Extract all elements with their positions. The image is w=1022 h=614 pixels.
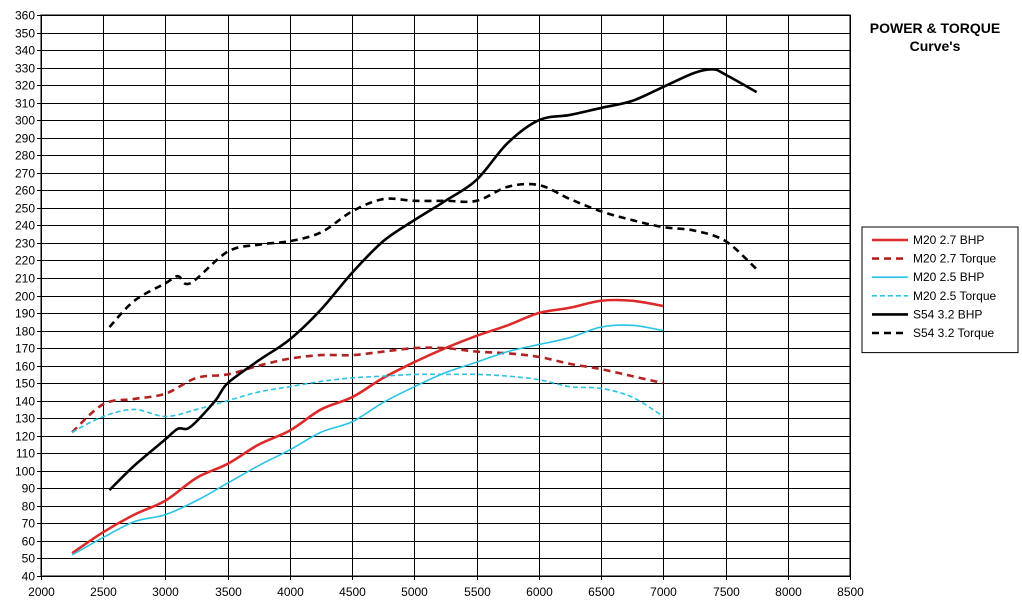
y-tick-label-290: 290 — [15, 132, 35, 146]
legend-label-m20-2-5-torque: M20 2.5 Torque — [913, 289, 996, 303]
y-tick-label-140: 140 — [15, 395, 35, 409]
plot-area-frame — [40, 14, 851, 577]
y-tick-label-220: 220 — [15, 254, 35, 268]
y-tick-label-340: 340 — [15, 44, 35, 58]
legend-label-s54-3-2-bhp: S54 3.2 BHP — [913, 307, 982, 321]
series-line-m20-2-5-bhp — [71, 324, 664, 556]
y-tick-label-160: 160 — [15, 360, 35, 374]
series-lines — [71, 67, 758, 556]
y-tick-label-70: 70 — [22, 517, 36, 531]
legend-label-s54-3-2-torque: S54 3.2 Torque — [913, 326, 995, 340]
x-tick-label-2000: 2000 — [28, 585, 55, 599]
y-tick-label-260: 260 — [15, 184, 35, 198]
x-tick-label-4500: 4500 — [339, 585, 366, 599]
x-tick-label-5500: 5500 — [464, 585, 491, 599]
x-tick-label-3500: 3500 — [215, 585, 242, 599]
chart-title: POWER & TORQUE — [870, 20, 1000, 36]
y-tick-label-130: 130 — [15, 412, 35, 426]
x-tick-label-7000: 7000 — [650, 585, 677, 599]
y-tick-label-190: 190 — [15, 307, 35, 321]
y-tick-label-270: 270 — [15, 167, 35, 181]
y-tick-label-230: 230 — [15, 237, 35, 251]
y-tick-label-310: 310 — [15, 97, 35, 111]
y-tick-label-280: 280 — [15, 149, 35, 163]
y-tick-label-120: 120 — [15, 430, 35, 444]
y-tick-label-180: 180 — [15, 325, 35, 339]
y-tick-label-110: 110 — [16, 447, 35, 461]
y-tick-label-300: 300 — [15, 114, 35, 128]
x-tick-label-2500: 2500 — [90, 585, 117, 599]
legend-label-m20-2-7-torque: M20 2.7 Torque — [913, 252, 996, 266]
x-tick-label-6000: 6000 — [526, 585, 553, 599]
y-tick-label-40: 40 — [22, 570, 36, 584]
legend: M20 2.7 BHP M20 2.7 Torque M20 2.5 BHP M20 … — [861, 226, 1019, 354]
grid — [41, 15, 851, 577]
series-line-s54-3-2-bhp — [108, 67, 758, 492]
y-tick-label-250: 250 — [15, 202, 35, 216]
x-tick-label-4000: 4000 — [277, 585, 304, 599]
x-tick-label-7500: 7500 — [713, 585, 740, 599]
x-tick-label-3000: 3000 — [152, 585, 179, 599]
y-tick-label-200: 200 — [15, 290, 35, 304]
x-tick-label-8500: 8500 — [837, 585, 864, 599]
y-tick-label-360: 360 — [15, 9, 35, 23]
y-tick-label-210: 210 — [15, 272, 35, 286]
y-tick-label-170: 170 — [15, 342, 35, 356]
legend-box — [861, 226, 1019, 354]
y-tick-label-150: 150 — [15, 377, 35, 391]
y-tick-label-90: 90 — [22, 482, 36, 496]
series-line-s54-3-2-torque — [108, 182, 758, 328]
y-tick-label-80: 80 — [22, 500, 36, 514]
y-tick-label-240: 240 — [15, 219, 35, 233]
series-line-m20-2-7-torque — [71, 346, 664, 434]
legend-label-m20-2-7-bhp: M20 2.7 BHP — [913, 233, 984, 247]
chart-subtitle: Curve's — [910, 38, 961, 54]
axis-ticks: 40 50 60 70 80 90 100 110 120 130 140 150 160 170 180 1… — [15, 9, 864, 600]
y-tick-label-50: 50 — [22, 552, 36, 566]
legend-label-m20-2-5-bhp: M20 2.5 BHP — [913, 270, 984, 284]
x-tick-label-8000: 8000 — [775, 585, 802, 599]
series-line-m20-2-5-torque — [71, 373, 664, 433]
y-tick-label-330: 330 — [15, 62, 35, 76]
y-tick-label-350: 350 — [15, 27, 35, 41]
y-tick-label-320: 320 — [15, 79, 35, 93]
x-tick-label-5000: 5000 — [401, 585, 428, 599]
series-line-m20-2-7-bhp — [71, 298, 664, 555]
y-tick-label-100: 100 — [15, 465, 35, 479]
y-tick-label-60: 60 — [22, 535, 36, 549]
x-tick-label-6500: 6500 — [588, 585, 615, 599]
